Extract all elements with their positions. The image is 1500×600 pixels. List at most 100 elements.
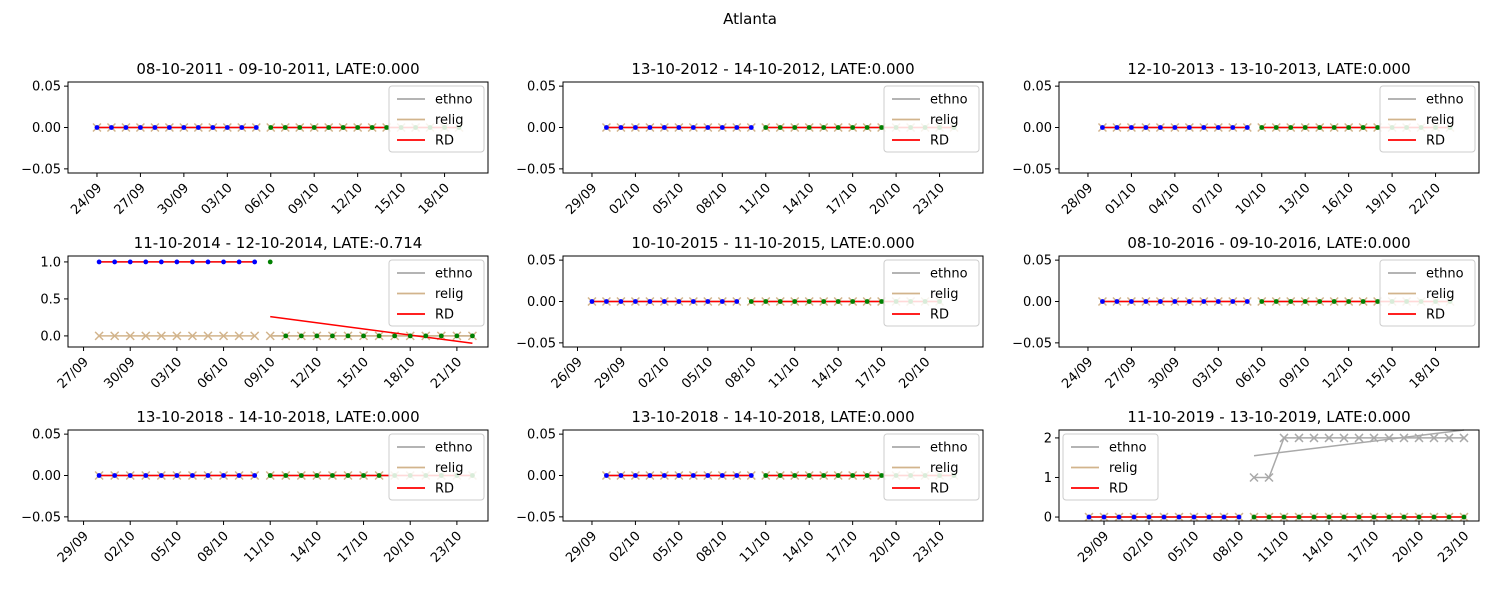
dot-after [1281, 514, 1287, 520]
dot-before [1201, 299, 1207, 304]
dot-after [864, 125, 870, 130]
dot-before [205, 473, 211, 478]
dot-after [850, 125, 856, 130]
legend-label-relig: relig [1426, 287, 1455, 302]
dot-before [109, 125, 114, 130]
subplot-4: 11-10-2014 - 12-10-2014, LATE:-0.714 0.0 0… [40, 234, 489, 392]
dot-after [792, 125, 798, 130]
dot-before [705, 299, 711, 304]
dot-after [835, 473, 841, 478]
dot-after [1302, 299, 1308, 304]
y-tick-label: −0.05 [516, 510, 556, 525]
legend-box [388, 85, 485, 153]
dot-before [1215, 125, 1221, 130]
subplot-8: 13-10-2018 - 14-10-2018, LATE:0.000 −0.05… [516, 408, 984, 566]
x-tick-label: 22/10 [1407, 181, 1444, 218]
dot-after [423, 333, 429, 339]
x-tick-label: 03/10 [199, 181, 236, 218]
dot-before [661, 299, 667, 304]
dot-after [283, 473, 289, 478]
legend-label-rd: RD [435, 134, 454, 149]
y-tick-label: −0.05 [516, 336, 556, 351]
relig-marker [265, 331, 275, 341]
dot-after [1446, 514, 1452, 520]
x-tick-label: 14/10 [288, 529, 325, 566]
dot-after [777, 299, 783, 304]
legend-label-rd: RD [930, 134, 949, 149]
dot-after [454, 333, 460, 339]
y-tick-label: 0.05 [1023, 80, 1052, 95]
dot-after [864, 473, 870, 478]
dot-after [340, 125, 346, 130]
relig-marker [110, 331, 120, 341]
legend-label-rd: RD [1426, 134, 1445, 149]
dot-after [268, 125, 274, 130]
dot-before [174, 473, 180, 478]
dot-before [174, 259, 180, 265]
dot-before [210, 125, 216, 130]
dot-after [1371, 514, 1377, 520]
dot-before [143, 473, 149, 478]
dot-after [792, 299, 798, 304]
y-tick-label: 0.00 [527, 121, 556, 136]
legend-label-rd: RD [435, 308, 454, 323]
x-tick-label: 05/10 [148, 529, 185, 566]
dot-after [1317, 125, 1323, 130]
dot-before [1101, 514, 1107, 520]
dot-before [633, 125, 638, 130]
dot-before [633, 299, 638, 304]
x-tick-label: 20/10 [867, 181, 904, 218]
dot-before [618, 473, 624, 478]
dot-before [152, 125, 158, 130]
x-tick-label: 02/10 [607, 529, 644, 566]
dot-after [326, 125, 332, 130]
dot-after [1346, 299, 1352, 304]
dot-before [158, 473, 164, 478]
panels: 08-10-2011 - 09-10-2011, LATE:0.000 −0.05… [21, 60, 1480, 566]
legend: ethno relig RD [1379, 85, 1476, 153]
dot-after [1288, 299, 1294, 304]
x-tick-label: 14/10 [780, 181, 817, 218]
x-tick-label: 20/10 [896, 355, 933, 392]
y-tick-label: 0.00 [32, 121, 61, 136]
subplot-1: 08-10-2011 - 09-10-2011, LATE:0.000 −0.05… [21, 60, 489, 218]
dot-after [1401, 514, 1407, 520]
dot-before [1172, 299, 1178, 304]
dot-after [879, 125, 885, 130]
legend: ethno relig RD [388, 433, 485, 501]
y-tick-label: −0.05 [516, 162, 556, 177]
dot-before [719, 299, 725, 304]
dot-before [253, 125, 259, 130]
dot-after [850, 473, 856, 478]
legend-label-rd: RD [930, 482, 949, 497]
y-tick-label: 1 [1044, 471, 1052, 486]
x-tick-label: 02/10 [1120, 529, 1157, 566]
dot-before [1236, 514, 1242, 520]
x-tick-label: 23/10 [428, 529, 465, 566]
x-tick-label: 17/10 [1345, 529, 1382, 566]
legend-label-ethno: ethno [1109, 441, 1147, 456]
dot-before [734, 473, 740, 478]
dot-after [470, 333, 475, 339]
dot-before [1131, 514, 1137, 520]
figure-title: Atlanta [723, 10, 777, 28]
y-tick-label: −0.05 [1012, 162, 1052, 177]
dot-before [1206, 514, 1212, 520]
dot-before [1157, 299, 1163, 304]
dot-after [1251, 514, 1257, 520]
dot-after [864, 299, 870, 304]
x-tick-label: 29/09 [55, 529, 92, 566]
legend-label-ethno: ethno [435, 93, 473, 108]
legend-box [1062, 433, 1159, 501]
x-tick-label: 18/10 [416, 181, 453, 218]
dot-after [835, 299, 841, 304]
x-tick-label: 16/10 [1320, 181, 1357, 218]
x-tick-label: 18/10 [1407, 355, 1444, 392]
dot-after [1302, 125, 1308, 130]
legend-label-relig: relig [930, 287, 959, 302]
x-tick-label: 19/10 [1363, 181, 1400, 218]
legend-label-relig: relig [1109, 461, 1138, 476]
dot-after [1386, 514, 1392, 520]
x-tick-label: 08/10 [694, 181, 731, 218]
